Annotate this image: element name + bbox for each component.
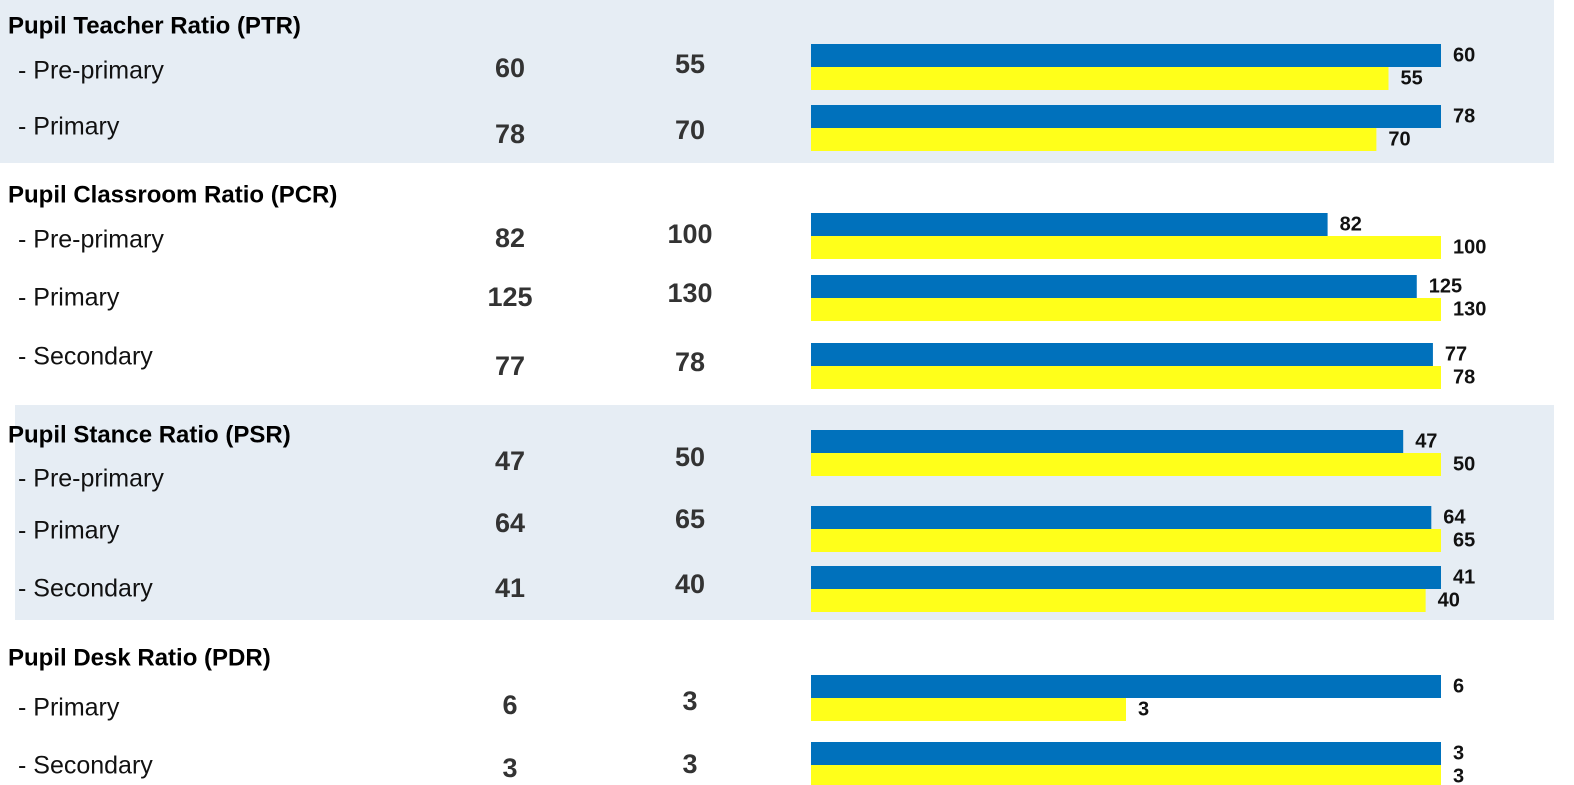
bar: [811, 366, 1441, 389]
bar-label: 100: [1453, 236, 1486, 258]
row-label: - Secondary: [18, 752, 153, 780]
bar: [811, 298, 1441, 321]
row-label: - Primary: [18, 694, 120, 722]
value-cell: 40: [675, 569, 705, 599]
row-label: - Primary: [18, 284, 120, 312]
value-cell: 70: [675, 115, 705, 145]
value-cell: 130: [667, 278, 712, 308]
bar-label: 130: [1453, 298, 1486, 320]
section-title: Pupil Stance Ratio (PSR): [8, 421, 291, 448]
bar: [811, 430, 1404, 453]
bar-label: 3: [1138, 698, 1149, 720]
bar-label: 60: [1453, 44, 1475, 66]
row-label: - Primary: [18, 517, 120, 545]
value-cell: 41: [495, 573, 525, 603]
bar-label: 47: [1415, 430, 1437, 452]
value-cell: 82: [495, 223, 525, 253]
value-cell: 78: [495, 119, 525, 149]
row-label: - Secondary: [18, 575, 153, 603]
value-cell: 125: [487, 282, 532, 312]
bar: [811, 742, 1441, 765]
row-label: - Primary: [18, 113, 120, 141]
value-cell: 64: [495, 508, 525, 538]
bar-label: 40: [1438, 589, 1460, 611]
bar: [811, 44, 1441, 67]
value-cell: 6: [502, 690, 517, 720]
bar-label: 70: [1388, 128, 1410, 150]
bar-label: 6: [1453, 675, 1464, 697]
bar: [811, 675, 1441, 698]
value-cell: 50: [675, 442, 705, 472]
bar-label: 78: [1453, 366, 1475, 388]
row-label: - Pre-primary: [18, 226, 164, 254]
section-title: Pupil Teacher Ratio (PTR): [8, 12, 301, 39]
bar-label: 55: [1401, 67, 1423, 89]
value-cell: 55: [675, 49, 705, 79]
bar: [811, 236, 1441, 259]
row-label: - Pre-primary: [18, 465, 164, 493]
bar: [811, 566, 1441, 589]
value-cell: 77: [495, 351, 525, 381]
bar-label: 65: [1453, 529, 1475, 551]
bar: [811, 213, 1328, 236]
bar: [811, 765, 1441, 785]
value-cell: 3: [682, 686, 697, 716]
bar: [811, 589, 1426, 612]
bar: [811, 698, 1126, 721]
bar: [811, 343, 1433, 366]
value-cell: 65: [675, 504, 705, 534]
section-title: Pupil Desk Ratio (PDR): [8, 644, 271, 671]
bar: [811, 275, 1417, 298]
row-label: - Pre-primary: [18, 57, 164, 85]
bar-label: 41: [1453, 566, 1475, 588]
bar: [811, 529, 1441, 552]
row-label: - Secondary: [18, 343, 153, 371]
bar: [811, 506, 1432, 529]
bar-label: 77: [1445, 343, 1467, 365]
bar: [811, 128, 1377, 151]
bar-label: 3: [1453, 765, 1464, 785]
bar-label: 78: [1453, 105, 1475, 127]
value-cell: 3: [682, 749, 697, 779]
bar-label: 3: [1453, 742, 1464, 764]
value-cell: 78: [675, 347, 705, 377]
section-title: Pupil Classroom Ratio (PCR): [8, 181, 337, 208]
bar: [811, 67, 1389, 90]
bar: [811, 453, 1441, 476]
value-cell: 47: [495, 446, 525, 476]
bar: [811, 105, 1441, 128]
bar-label: 50: [1453, 453, 1475, 475]
bar-label: 125: [1429, 275, 1462, 297]
value-cell: 60: [495, 53, 525, 83]
bar-label: 82: [1340, 213, 1362, 235]
bar-label: 64: [1443, 506, 1466, 528]
value-cell: 100: [667, 219, 712, 249]
value-cell: 3: [502, 753, 517, 783]
